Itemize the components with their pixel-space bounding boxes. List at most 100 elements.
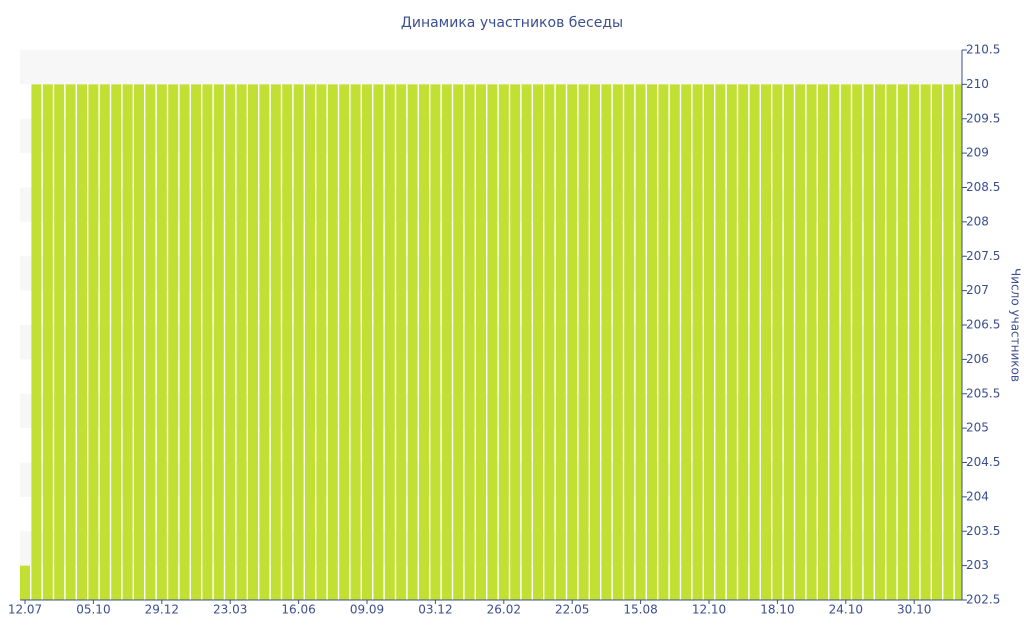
y-tick-label: 208.5 xyxy=(966,180,1000,194)
bar xyxy=(612,84,623,600)
bar xyxy=(65,84,76,600)
bar xyxy=(749,84,760,600)
bar xyxy=(316,84,327,600)
bar xyxy=(77,84,87,600)
bar xyxy=(54,84,65,600)
bar xyxy=(464,84,475,600)
bar xyxy=(498,84,509,600)
grid-band xyxy=(20,50,962,85)
x-tick-label: 16.06 xyxy=(281,603,315,617)
x-tick-label: 24.10 xyxy=(829,603,863,617)
bar xyxy=(818,84,828,600)
bar xyxy=(327,84,338,600)
bar xyxy=(783,84,794,600)
bar xyxy=(453,84,464,600)
bar xyxy=(772,84,783,600)
bar xyxy=(20,565,30,600)
bar xyxy=(726,84,737,600)
bar xyxy=(658,84,669,600)
y-tick-label: 205 xyxy=(966,421,989,435)
y-tick-label: 202.5 xyxy=(966,593,1000,607)
bar xyxy=(134,84,144,600)
bar xyxy=(270,84,281,600)
bar xyxy=(669,84,680,600)
x-tick-label: 18.10 xyxy=(760,603,794,617)
bar xyxy=(533,84,543,600)
x-tick-label: 09.09 xyxy=(350,603,384,617)
y-tick-label: 204 xyxy=(966,489,989,503)
bar xyxy=(544,84,555,600)
bar xyxy=(840,84,851,600)
bar xyxy=(761,84,771,600)
bar xyxy=(521,84,532,600)
bar xyxy=(168,84,179,600)
bar xyxy=(99,84,110,600)
bar xyxy=(897,84,908,600)
y-tick-label: 209.5 xyxy=(966,111,1000,125)
bar xyxy=(42,84,53,600)
y-tick-label: 206.5 xyxy=(966,318,1000,332)
y-tick-label: 203.5 xyxy=(966,524,1000,538)
bar xyxy=(305,84,315,600)
bar xyxy=(863,84,874,600)
bar xyxy=(943,84,954,600)
bar xyxy=(920,84,931,600)
y-axis-title: Число участников xyxy=(1009,268,1023,382)
bar xyxy=(179,84,190,600)
bar xyxy=(715,84,726,600)
bar xyxy=(806,84,817,600)
bar xyxy=(156,84,167,600)
x-tick-label: 15.08 xyxy=(623,603,657,617)
bar xyxy=(567,84,578,600)
x-tick-label: 30.10 xyxy=(897,603,931,617)
x-tick-label: 22.05 xyxy=(555,603,589,617)
bars xyxy=(20,84,962,600)
bar xyxy=(145,84,156,600)
bar xyxy=(852,84,863,600)
y-tick-label: 206 xyxy=(966,352,989,366)
x-tick-label: 26.02 xyxy=(487,603,521,617)
bar xyxy=(248,84,258,600)
bar xyxy=(282,84,293,600)
y-tick-label: 210.5 xyxy=(966,43,1000,57)
chart-title: Динамика участников беседы xyxy=(401,15,623,31)
bar xyxy=(202,84,213,600)
bar xyxy=(430,84,441,600)
y-tick-label: 203 xyxy=(966,558,989,572)
x-tick-label: 29.12 xyxy=(145,603,179,617)
y-tick-label: 205.5 xyxy=(966,386,1000,400)
bar xyxy=(384,84,395,600)
bar xyxy=(681,84,692,600)
bar xyxy=(362,84,372,600)
y-tick-label: 204.5 xyxy=(966,455,1000,469)
bar xyxy=(510,84,521,600)
y-tick-label: 208 xyxy=(966,214,989,228)
bar xyxy=(487,84,498,600)
y-tick-label: 209 xyxy=(966,146,989,160)
bar xyxy=(590,84,600,600)
y-tick-label: 207.5 xyxy=(966,249,1000,263)
bar xyxy=(339,84,350,600)
bar xyxy=(225,84,236,600)
bar xyxy=(704,84,714,600)
bar xyxy=(692,84,703,600)
bar xyxy=(373,84,384,600)
bar xyxy=(407,84,418,600)
y-tick-label: 210 xyxy=(966,77,989,91)
bar xyxy=(635,84,646,600)
bar xyxy=(111,84,122,600)
bar xyxy=(578,84,589,600)
x-tick-label: 23.03 xyxy=(213,603,247,617)
bar xyxy=(886,84,897,600)
bar xyxy=(259,84,270,600)
bar xyxy=(795,84,806,600)
bar xyxy=(31,84,42,600)
bar xyxy=(875,84,885,600)
bar xyxy=(122,84,133,600)
bar xyxy=(909,84,920,600)
bar xyxy=(555,84,566,600)
bar xyxy=(441,84,452,600)
bar xyxy=(624,84,635,600)
bar xyxy=(738,84,749,600)
